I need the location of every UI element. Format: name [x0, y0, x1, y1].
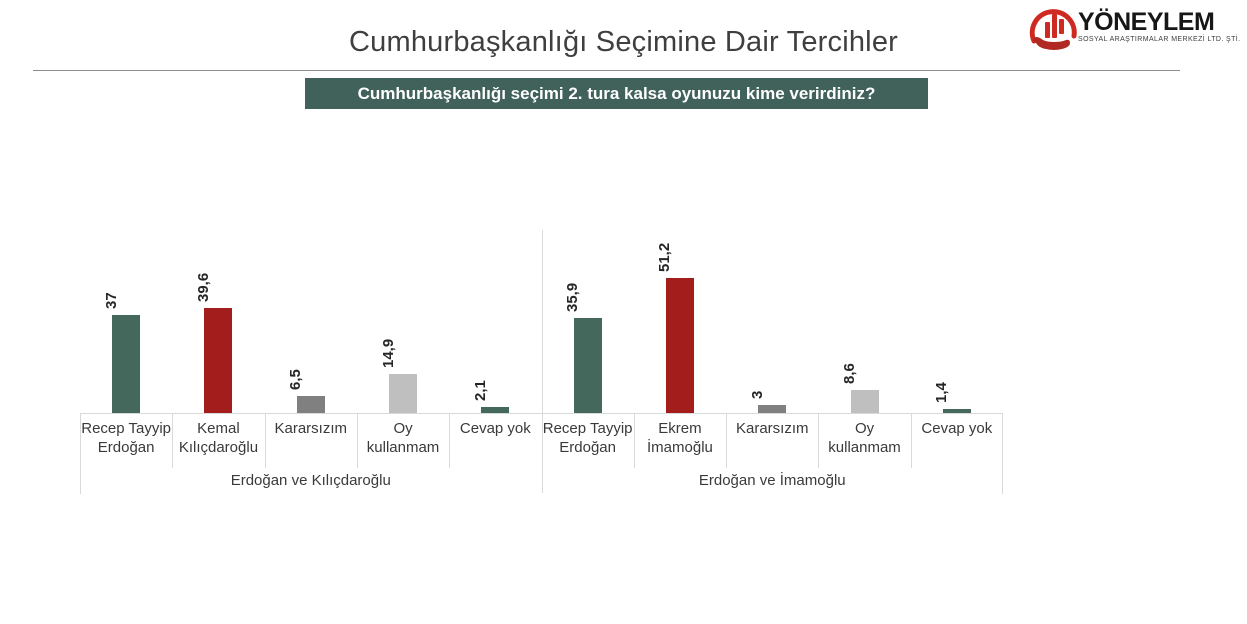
bar	[850, 390, 879, 413]
bar-value-label: 8,6	[841, 363, 859, 384]
hand-chart-icon	[1029, 9, 1077, 50]
bar-value-label: 1,4	[933, 382, 951, 403]
category-separator	[356, 414, 358, 468]
bar	[665, 278, 694, 413]
group-label: Erdoğan ve İmamoğlu	[698, 472, 846, 489]
group-separator	[541, 230, 543, 493]
bar-value-label: 39,6	[194, 272, 212, 302]
company-logo: YÖNEYLEM SOSYAL ARAŞTIRMALAR MERKEZİ LTD…	[1028, 3, 1241, 63]
logo-text: YÖNEYLEM SOSYAL ARAŞTIRMALAR MERKEZİ LTD…	[1078, 8, 1241, 43]
category-label: Ekrem İmamoğlu	[647, 420, 713, 456]
bar	[296, 396, 325, 413]
plot-area: 37 39,6 6,5 14,9 2,1 35,9 51,2 3 8,6 1,4	[80, 230, 1003, 413]
category-separator	[449, 414, 451, 468]
bar-chart: 37 39,6 6,5 14,9 2,1 35,9 51,2 3 8,6 1,4 Recep Ta…	[80, 230, 1003, 494]
bar-value-label: 51,2	[656, 242, 674, 272]
bar-value-label: 37	[102, 292, 120, 309]
category-label: Oy kullanmam	[366, 420, 440, 456]
bar-value-label: 35,9	[564, 282, 582, 312]
category-label: Cevap yok	[459, 420, 531, 437]
category-label: Kararsızım	[735, 420, 809, 437]
bar	[942, 409, 971, 413]
category-separator	[726, 414, 728, 468]
axis-edge-line	[1002, 414, 1003, 494]
bar	[573, 318, 602, 413]
logo-name: YÖNEYLEM	[1078, 8, 1215, 36]
bar	[481, 407, 510, 413]
bar	[758, 405, 787, 413]
axis-edge-line	[80, 414, 81, 494]
group-label: Erdoğan ve Kılıçdaroğlu	[230, 472, 391, 489]
bar	[204, 308, 233, 413]
category-label: Cevap yok	[921, 420, 993, 437]
category-axis: Recep Tayyip Erdoğan Kemal Kılıçdaroğlu Ka…	[80, 413, 1003, 494]
bar-value-label: 2,1	[471, 380, 489, 401]
category-label: Recep Tayyip Erdoğan	[542, 420, 633, 456]
category-label: Kemal Kılıçdaroğlu	[178, 420, 259, 456]
logo-subtitle: SOSYAL ARAŞTIRMALAR MERKEZİ LTD. ŞTİ.	[1078, 36, 1241, 43]
bar-value-label: 3	[748, 390, 766, 399]
category-separator	[633, 414, 635, 468]
title-divider	[33, 70, 1180, 71]
question-banner: Cumhurbaşkanlığı seçimi 2. tura kalsa oy…	[305, 78, 928, 109]
bar-value-label: 6,5	[287, 369, 305, 390]
category-separator	[172, 414, 174, 468]
bar	[389, 374, 418, 413]
bar	[112, 315, 141, 413]
category-separator	[264, 414, 266, 468]
category-separator	[910, 414, 912, 468]
page-title: Cumhurbaşkanlığı Seçimine Dair Tercihler	[348, 26, 899, 58]
category-separator	[818, 414, 820, 468]
category-label: Recep Tayyip Erdoğan	[81, 420, 172, 456]
category-label: Oy kullanmam	[828, 420, 901, 456]
category-label: Kararsızım	[274, 420, 347, 437]
bar-value-label: 14,9	[379, 338, 397, 368]
